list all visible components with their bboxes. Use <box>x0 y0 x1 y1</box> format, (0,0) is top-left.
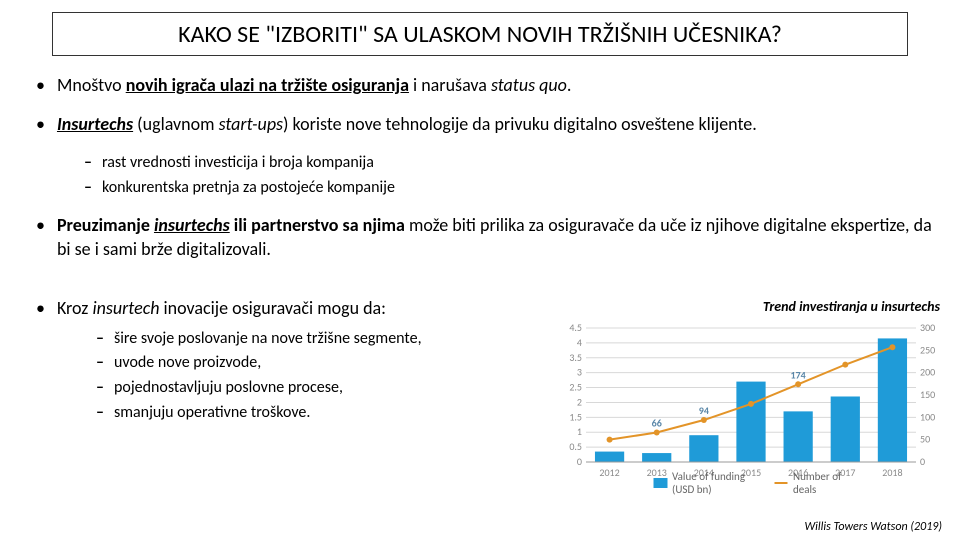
bullet-text: Mnoštvo novih igrača ulazi na tržište os… <box>57 74 936 97</box>
source-citation: Willis Towers Watson (2019) <box>804 520 942 534</box>
svg-text:0: 0 <box>577 455 582 468</box>
txt: Kroz <box>57 297 93 319</box>
bullet-text: Preuzimanje insurtechs ili partnerstvo s… <box>57 214 936 261</box>
svg-text:4.5: 4.5 <box>569 321 582 334</box>
svg-text:4: 4 <box>577 336 582 349</box>
sub-bullets-2: –rast vrednosti investicija i broja komp… <box>84 153 936 199</box>
legend-swatch-bar <box>654 478 668 488</box>
svg-text:150: 150 <box>920 388 935 401</box>
dash-icon: – <box>96 353 104 372</box>
legend-label: Value of funding (USD bn) <box>672 470 759 496</box>
bullet-dot: • <box>36 216 45 234</box>
svg-text:3.5: 3.5 <box>569 351 582 364</box>
txt: insurtechs <box>154 214 230 236</box>
slide-title-box: KAKO SE "IZBORITI" SA ULASKOM NOVIH TRŽI… <box>52 12 908 56</box>
svg-text:100: 100 <box>920 410 935 423</box>
bullet-dot: • <box>36 299 45 317</box>
svg-text:0.5: 0.5 <box>569 440 582 453</box>
svg-text:1: 1 <box>577 425 582 438</box>
txt: novih igrača ulazi na tržište osiguranja <box>126 74 409 96</box>
txt: pojednostavljuju poslovne procese, <box>114 378 343 399</box>
dash-icon: – <box>84 153 92 172</box>
txt: Mnoštvo <box>57 74 126 96</box>
bullet-dot: • <box>36 115 45 133</box>
txt: (uglavnom <box>133 113 218 135</box>
slide-title: KAKO SE "IZBORITI" SA ULASKOM NOVIH TRŽI… <box>178 20 782 49</box>
dash-icon: – <box>84 178 92 197</box>
chart-legend: Value of funding (USD bn) Number of deal… <box>654 470 849 496</box>
txt: rast vrednosti investicija i broja kompa… <box>102 153 374 174</box>
bullet-1: • Mnoštvo novih igrača ulazi na tržište … <box>36 74 936 97</box>
svg-text:2018: 2018 <box>882 466 902 479</box>
sub-bullet: –konkurentska pretnja za postojeće kompa… <box>84 178 936 199</box>
svg-text:1.5: 1.5 <box>569 410 582 423</box>
svg-text:66: 66 <box>652 417 662 430</box>
svg-text:2: 2 <box>577 395 582 408</box>
dash-icon: – <box>96 403 104 422</box>
txt: start-ups <box>219 113 283 135</box>
txt: smanjuju operativne troškove. <box>114 403 310 424</box>
legend-label: Number of deals <box>793 470 849 496</box>
txt: . <box>567 74 572 96</box>
svg-text:2.5: 2.5 <box>569 381 582 394</box>
svg-text:0: 0 <box>920 455 925 468</box>
txt: Preuzimanje <box>57 214 154 236</box>
svg-text:94: 94 <box>699 404 709 417</box>
txt: status quo <box>491 74 567 96</box>
svg-text:50: 50 <box>920 433 930 446</box>
svg-text:250: 250 <box>920 343 935 356</box>
bullet-2: • Insurtechs (uglavnom start-ups) korist… <box>36 113 936 136</box>
txt: ) koriste nove tehnologije da privuku di… <box>283 113 757 135</box>
txt: uvode nove proizvode, <box>114 353 261 374</box>
bullet-dot: • <box>36 76 45 94</box>
txt: šire svoje poslovanje na nove tržišne se… <box>114 329 422 350</box>
svg-text:3: 3 <box>577 366 582 379</box>
svg-text:174: 174 <box>791 368 806 381</box>
svg-text:300: 300 <box>920 321 935 334</box>
sub-bullet: –rast vrednosti investicija i broja komp… <box>84 153 936 174</box>
dash-icon: – <box>96 329 104 348</box>
chart-caption: Trend investiranja u insurtechs <box>763 298 940 315</box>
txt: inovacije osiguravači mogu da: <box>159 297 386 319</box>
legend-swatch-line <box>775 482 788 484</box>
legend-item-value: Value of funding (USD bn) <box>654 470 759 496</box>
txt: Insurtechs <box>57 113 133 135</box>
legend-item-deals: Number of deals <box>775 470 849 496</box>
chart-container: 0 0.5 1 1.5 22.5 3 3.5 4 4.5 0 50 100 150 200 250 300 20… <box>556 320 946 498</box>
txt: konkurentska pretnja za postojeće kompan… <box>102 178 395 199</box>
svg-text:2012: 2012 <box>599 466 619 479</box>
bullet-3: • Preuzimanje insurtechs ili partnerstvo… <box>36 214 936 261</box>
txt: insurtech <box>92 297 159 319</box>
svg-text:200: 200 <box>920 366 935 379</box>
dash-icon: – <box>96 378 104 397</box>
txt: i narušava <box>409 74 491 96</box>
txt: ili partnerstvo sa njima <box>230 214 405 236</box>
bullet-text: Insurtechs (uglavnom start-ups) koriste … <box>57 113 936 136</box>
